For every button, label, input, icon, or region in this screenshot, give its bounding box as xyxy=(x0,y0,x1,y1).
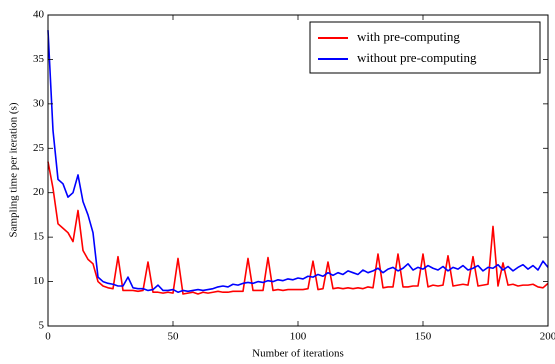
y-tick-label: 35 xyxy=(33,53,45,65)
y-tick-label: 5 xyxy=(39,320,45,332)
y-tick-label: 30 xyxy=(33,97,45,109)
y-axis-label: Sampling time per iteration (s) xyxy=(8,102,20,237)
legend-box xyxy=(309,21,541,74)
y-tick-label: 20 xyxy=(33,186,45,198)
y-tick-label: 15 xyxy=(33,231,45,243)
x-axis-label: Number of iterations xyxy=(252,348,344,360)
x-tick-label: 0 xyxy=(45,331,51,343)
data-line xyxy=(47,30,549,294)
y-tick-label: 40 xyxy=(33,9,45,21)
x-tick-label: 150 xyxy=(415,331,432,343)
y-tick-label: 25 xyxy=(33,142,45,154)
legend-label: without pre-computing xyxy=(357,50,477,65)
x-tick-label: 200 xyxy=(540,331,555,343)
data-line xyxy=(47,161,549,295)
x-tick-label: 50 xyxy=(168,331,180,343)
x-tick-label: 100 xyxy=(290,331,307,343)
y-tick-label: 10 xyxy=(33,275,45,287)
legend-label: with pre-computing xyxy=(357,29,460,44)
